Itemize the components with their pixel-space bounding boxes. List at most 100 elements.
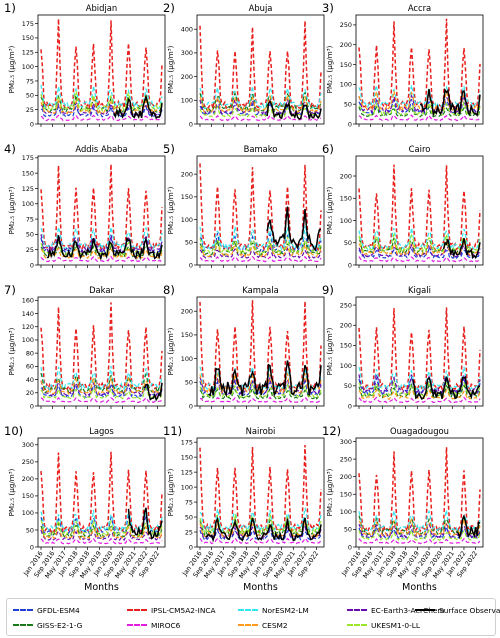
y-tick-label: 75	[26, 77, 34, 85]
series-cesm2	[199, 242, 322, 258]
y-tick-label: 100	[22, 63, 34, 71]
legend: GFDL-ESM4 IPSL-CM5A2-INCA NorESM2-LM EC-Ear…	[6, 598, 500, 636]
y-axis-label: PM₂.₅ (μg/m³)	[325, 45, 334, 93]
series-group	[199, 300, 322, 404]
legend-swatch	[13, 609, 33, 611]
axes-frame	[37, 14, 166, 125]
series-surface-observation	[127, 507, 163, 540]
series-surface-observation	[205, 516, 322, 543]
y-tick-label: 250	[340, 455, 352, 463]
y-tick-label: 100	[22, 509, 34, 517]
x-axis-label: Months	[402, 582, 437, 593]
series-group	[40, 451, 163, 545]
y-tick-label: 200	[340, 41, 352, 49]
series-miroc6	[199, 114, 322, 122]
series-noresm2-lm	[40, 84, 163, 110]
panel-title: Cairo	[409, 144, 431, 154]
series-ipsl-cm5a2-inca	[40, 302, 163, 392]
series-miroc6	[199, 255, 322, 263]
y-tick-label: 140	[22, 310, 34, 318]
series-cesm2	[40, 375, 163, 396]
series-miroc6	[40, 537, 163, 545]
series-cesm2	[358, 517, 481, 538]
panel-label: 9)	[322, 283, 334, 297]
y-tick-label: 50	[26, 526, 34, 534]
series-ukesm1-0-ll	[40, 387, 163, 400]
series-ec-earth3-aerchem	[40, 100, 163, 117]
axes-frame	[355, 14, 484, 125]
series-giss-e2-1-g	[199, 91, 322, 113]
series-noresm2-lm	[358, 509, 481, 534]
y-tick-label: 200	[340, 473, 352, 481]
legend-item-ipsl-cm5a2-inca: IPSL-CM5A2-INCA	[127, 603, 216, 617]
y-axis-label: PM₂.₅ (μg/m³)	[166, 327, 175, 375]
y-axis-label: PM₂.₅ (μg/m³)	[166, 45, 175, 93]
series-noresm2-lm	[40, 225, 163, 252]
y-tick-label: 50	[185, 239, 193, 247]
y-tick-label: 0	[348, 543, 352, 551]
panel-label: 3)	[322, 1, 334, 15]
y-tick-label: 100	[22, 336, 34, 344]
series-miroc6	[358, 537, 481, 545]
panel-cairo: 6) Cairo PM₂.₅ (μg/m³) 0 50 100 150 200	[322, 142, 484, 269]
y-tick-label: 0	[189, 543, 193, 551]
y-tick-label: 50	[26, 92, 34, 100]
panel-label: 10)	[4, 424, 23, 438]
legend-label: GFDL-ESM4	[37, 605, 80, 615]
series-surface-observation	[456, 514, 481, 540]
series-ipsl-cm5a2-inca	[40, 451, 163, 535]
legend-label: GISS-E2-1-G	[37, 620, 83, 630]
series-miroc6	[40, 255, 163, 263]
panel-bamako: 5) Bamako PM₂.₅ (μg/m³) 0 50 100 150 200	[163, 142, 325, 269]
panel-label: 1)	[4, 1, 16, 15]
panel-title: Lagos	[89, 426, 114, 436]
legend-swatch	[127, 609, 147, 611]
legend-item-cesm2: CESM2	[238, 618, 288, 632]
y-tick-label: 100	[340, 81, 352, 89]
panel-addis-ababa: 4) Addis Ababa PM₂.₅ (μg/m³) 0 25 50 75 100 125 1…	[4, 142, 166, 269]
panel-ouagadougou: 12) Ouagadougou PM₂.₅ (μg/m³) 0 50 100 150 200 2…	[322, 424, 484, 593]
y-tick-label: 150	[340, 491, 352, 499]
legend-swatch	[127, 624, 147, 626]
legend-item-gfdl-esm4: GFDL-ESM4	[13, 603, 80, 617]
series-miroc6	[40, 396, 163, 404]
series-miroc6	[40, 114, 163, 122]
legend-item-ec-earth3-aerchem: EC-Earth3-AerChem	[347, 603, 445, 617]
y-tick-label: 175	[181, 438, 193, 446]
y-tick-label: 150	[22, 169, 34, 177]
panel-title: Abidjan	[86, 3, 117, 13]
series-cesm2	[40, 247, 163, 260]
series-giss-e2-1-g	[199, 238, 322, 257]
legend-swatch	[415, 609, 435, 611]
series-surface-observation	[266, 206, 322, 252]
y-axis-label: PM₂.₅ (μg/m³)	[7, 186, 16, 234]
series-ukesm1-0-ll	[358, 232, 481, 255]
y-tick-label: 400	[181, 26, 193, 34]
legend-swatch	[347, 609, 367, 611]
series-surface-observation	[442, 237, 481, 260]
y-tick-label: 50	[185, 379, 193, 387]
panel-dakar: 7) Dakar PM₂.₅ (μg/m³) 0 20 40 60 80 100 120 140 16…	[4, 283, 166, 410]
series-noresm2-lm	[358, 366, 481, 393]
panel-accra: 3) Accra PM₂.₅ (μg/m³) 0 50 100 150 200 250	[322, 1, 484, 128]
y-axis-label: PM₂.₅ (μg/m³)	[7, 327, 16, 375]
y-tick-label: 100	[340, 508, 352, 516]
y-tick-label: 200	[181, 308, 193, 316]
panel-title: Bamako	[244, 144, 278, 154]
y-tick-label: 75	[185, 498, 193, 506]
y-axis-label: PM₂.₅ (μg/m³)	[7, 468, 16, 516]
y-tick-label: 200	[181, 73, 193, 81]
y-tick-label: 0	[348, 261, 352, 269]
series-surface-observation	[419, 87, 481, 118]
y-tick-label: 150	[181, 331, 193, 339]
series-giss-e2-1-g	[358, 105, 481, 118]
y-axis-label: PM₂.₅ (μg/m³)	[166, 186, 175, 234]
series-group	[40, 302, 163, 404]
y-tick-label: 100	[181, 216, 193, 224]
panel-label: 11)	[163, 424, 182, 438]
panel-kampala: 8) Kampala PM₂.₅ (μg/m³) 0 50 100 150 200	[163, 283, 325, 410]
axes-frame	[196, 437, 325, 548]
y-tick-label: 0	[189, 120, 193, 128]
panel-title: Abuja	[249, 3, 273, 13]
y-tick-label: 200	[340, 172, 352, 180]
